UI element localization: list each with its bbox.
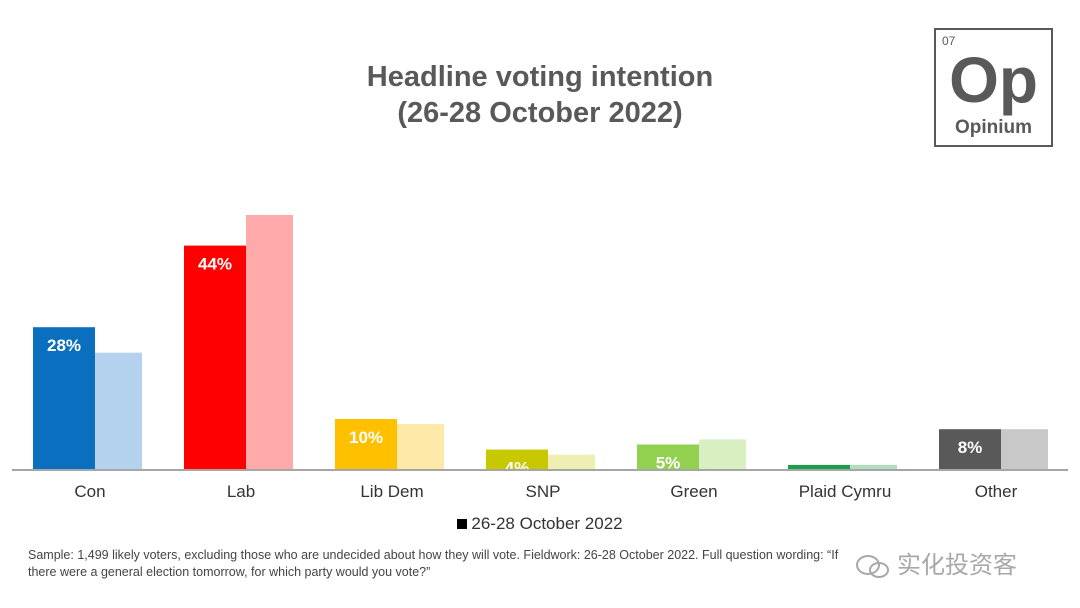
bar-current-con [33,327,95,470]
x-tick-label: Green [670,482,717,501]
bar-previous-lab [246,215,293,470]
bar-current-snp [486,449,548,470]
bar-current-green [637,444,699,470]
chart-legend: 26-28 October 2022 [0,514,1080,534]
chart-subtitle: (26-28 October 2022) [397,97,683,129]
logo-name: Opinium [954,117,1033,138]
watermark: 实化投资客 [855,545,1017,579]
bar-current-plaid-cymru [788,464,850,470]
logo-symbol: Op [949,44,1038,116]
opinium-logo: 07 Op Opinium [934,28,1053,147]
bar-previous-snp [548,454,595,470]
bar-previous-plaid-cymru [850,464,897,470]
bar-current-other [939,429,1001,470]
x-tick-label: Other [975,482,1018,501]
data-label: 5% [656,454,681,473]
chart-title: Headline voting intention [366,61,714,93]
x-tick-label: SNP [526,482,561,501]
legend-label: 26-28 October 2022 [471,514,623,533]
bar-previous-con [95,352,142,470]
x-tick-label: Con [74,482,105,501]
bar-chart: 28% Con 44% Lab 10% Lib Dem 4% SNP 5% Green Plaid … [12,215,1068,501]
data-label: 10% [349,428,383,447]
data-label: 4% [505,459,530,478]
data-label: 44% [198,255,232,274]
x-tick-label: Plaid Cymru [799,482,892,501]
watermark-text: 实化投资客 [897,552,1017,579]
data-label: 28% [47,336,81,355]
logo-number: 07 [942,34,956,48]
bar-previous-other [1001,429,1048,470]
bar-previous-green [699,439,746,470]
x-tick-label: Lab [227,482,255,501]
bar-current-lib-dem [335,419,397,470]
legend-swatch [457,518,468,529]
bar-current-lab [184,245,246,470]
footnote: Sample: 1,499 likely voters, excluding t… [28,548,839,579]
bar-previous-lib-dem [397,424,444,470]
x-tick-label: Lib Dem [360,482,423,501]
data-label: 8% [958,438,983,457]
wechat-icon [856,554,889,578]
